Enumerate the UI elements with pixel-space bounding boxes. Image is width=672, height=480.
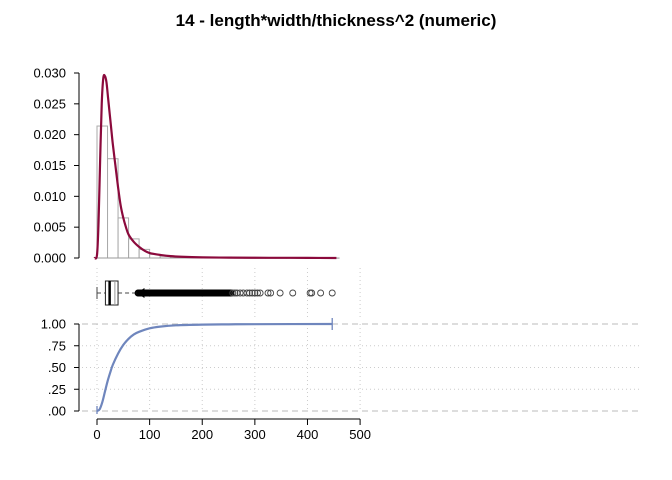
ecdf-y-tick-label: .00 <box>48 404 66 419</box>
x-tick-label: 100 <box>139 427 161 442</box>
boxplot-outlier <box>236 289 244 297</box>
boxplot-outlier <box>256 289 264 297</box>
hist-y-tick-label: 0.000 <box>33 251 66 266</box>
histogram-panel: 0.000 0.005 0.010 0.015 0.020 0.025 0.030 <box>33 66 340 266</box>
ecdf-y-tick-label: .25 <box>48 382 66 397</box>
boxplot-outlier <box>328 289 336 297</box>
boxplot-outlier <box>248 289 256 297</box>
boxplot-outlier <box>229 289 237 297</box>
boxplot-outlier <box>317 289 325 297</box>
hist-y-tick-label: 0.005 <box>33 220 66 235</box>
boxplot-outlier <box>254 289 261 297</box>
boxplot-outlier-cluster <box>136 288 145 298</box>
boxplot-outlier <box>264 289 272 297</box>
hist-y-tick-label: 0.020 <box>33 127 66 142</box>
ecdf-curve <box>96 322 333 412</box>
ecdf-y-tick-label: .50 <box>48 360 66 375</box>
boxplot-outlier <box>243 289 251 297</box>
density-curve <box>93 73 337 260</box>
x-tick-label: 500 <box>349 427 371 442</box>
boxplot-outlier <box>231 289 239 297</box>
boxplot-box <box>104 280 119 306</box>
hist-y-tick-label: 0.030 <box>33 66 66 81</box>
boxplot-outlier <box>289 289 297 297</box>
ecdf-panel: .00 .25 .50 .75 1.00 0 100 200 300 400 500 <box>41 317 640 442</box>
ecdf-y-tick-label: 1.00 <box>41 317 66 332</box>
boxplot-outlier <box>267 289 275 297</box>
boxplot-outlier <box>308 289 316 297</box>
boxplot-outlier <box>246 289 254 297</box>
boxplot-panel <box>96 268 361 318</box>
hist-y-tick-label: 0.025 <box>33 96 66 111</box>
histogram-bar <box>117 217 130 259</box>
chart-title: 14 - length*width/thickness^2 (numeric) <box>176 11 497 30</box>
x-tick-label: 300 <box>244 427 266 442</box>
hist-y-tick-label: 0.010 <box>33 189 66 204</box>
x-tick-label: 0 <box>93 427 100 442</box>
boxplot-outlier <box>276 289 284 297</box>
ecdf-y-tick-label: .75 <box>48 338 66 353</box>
boxplot-outlier <box>251 289 259 297</box>
x-tick-label: 200 <box>191 427 213 442</box>
x-tick-label: 400 <box>297 427 319 442</box>
hist-y-tick-label: 0.015 <box>33 158 66 173</box>
